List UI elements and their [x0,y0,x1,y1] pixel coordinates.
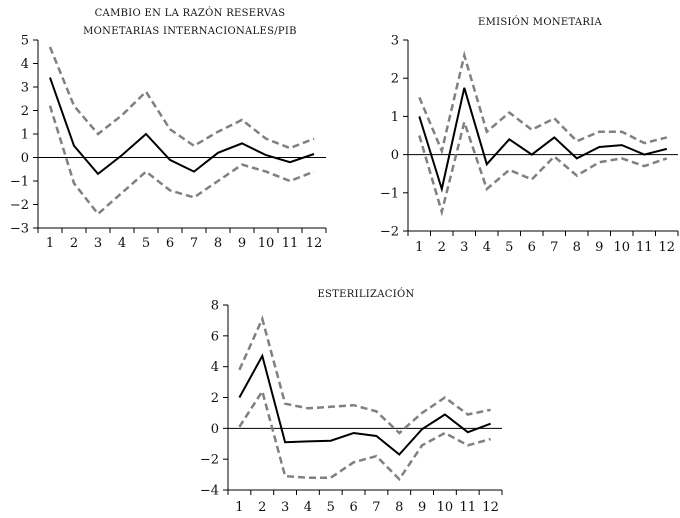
confidence-band-line [418,117,668,217]
x-tick-label: 11 [636,240,653,255]
y-tick-label: 1 [21,128,29,143]
x-tick-label: 5 [505,240,513,255]
y-tick-label: 6 [211,329,219,344]
x-tick-label: 3 [460,240,468,255]
x-tick-label: 12 [306,236,323,251]
y-tick-label: −1 [380,186,399,201]
y-tick-label: 4 [211,360,219,375]
chart-title: MONETARIAS INTERNACIONALES/PIB [83,26,297,37]
x-tick-label: 6 [528,240,536,255]
impulse-response-line [49,77,315,176]
y-tick-label: 3 [391,34,399,49]
y-tick-label: 1 [391,110,399,125]
y-tick-label: 3 [21,81,29,96]
x-tick-label: 2 [258,500,266,515]
impulse-response-line [238,353,491,456]
y-tick-label: 2 [211,391,219,406]
x-tick-label: 6 [166,236,174,251]
x-tick-label: 8 [214,236,222,251]
x-tick-label: 1 [235,500,243,515]
x-tick-label: 11 [282,236,299,251]
x-tick-label: 2 [70,236,78,251]
confidence-band-line [48,105,315,216]
x-tick-label: 1 [46,236,54,251]
y-tick-label: 0 [211,422,219,437]
x-tick-label: 7 [372,500,380,515]
impulse-response-line [418,87,668,193]
x-tick-label: 10 [437,500,454,515]
y-tick-label: 0 [391,148,399,163]
x-tick-label: 1 [415,240,423,255]
x-tick-label: 10 [258,236,275,251]
x-tick-label: 4 [483,240,491,255]
chart-1: CAMBIO EN LA RAZÓN RESERVAS MONETARIAS IN… [10,7,327,251]
x-tick-label: 4 [118,236,126,251]
x-tick-label: 5 [142,236,150,251]
x-tick-label: 11 [459,500,476,515]
y-tick-label: −3 [10,222,29,237]
x-tick-label: 12 [482,500,499,515]
y-tick-label: −2 [10,198,29,213]
y-tick-label: 2 [391,72,399,87]
x-tick-label: 3 [281,500,289,515]
x-tick-label: 8 [573,240,581,255]
x-tick-label: 8 [395,500,403,515]
y-tick-label: 8 [211,299,219,314]
y-tick-label: 2 [21,104,29,119]
x-tick-label: 7 [190,236,198,251]
x-tick-label: 5 [327,500,335,515]
y-tick-label: −4 [200,484,219,499]
x-tick-label: 9 [238,236,246,251]
confidence-band-line [48,46,315,150]
y-tick-label: 0 [21,151,29,166]
x-tick-label: 9 [418,500,426,515]
y-tick-label: −1 [10,175,29,190]
chart-title: CAMBIO EN LA RAZÓN RESERVAS [95,7,286,19]
y-tick-label: 5 [21,34,29,49]
x-tick-label: 7 [550,240,558,255]
x-tick-label: 10 [613,240,630,255]
x-tick-label: 9 [595,240,603,255]
x-tick-label: 4 [304,500,312,515]
chart-title: ESTERILIZACIÓN [317,288,414,300]
x-tick-label: 6 [349,500,357,515]
x-tick-label: 12 [658,240,675,255]
y-tick-label: −2 [380,225,399,240]
x-tick-label: 2 [438,240,446,255]
confidence-band-line [238,315,491,435]
y-tick-label: −2 [200,453,219,468]
confidence-band-line [238,388,491,482]
chart-title: EMISIÓN MONETARIA [478,16,603,28]
confidence-band-line [418,50,668,155]
y-tick-label: 4 [21,57,29,72]
x-tick-label: 3 [94,236,102,251]
